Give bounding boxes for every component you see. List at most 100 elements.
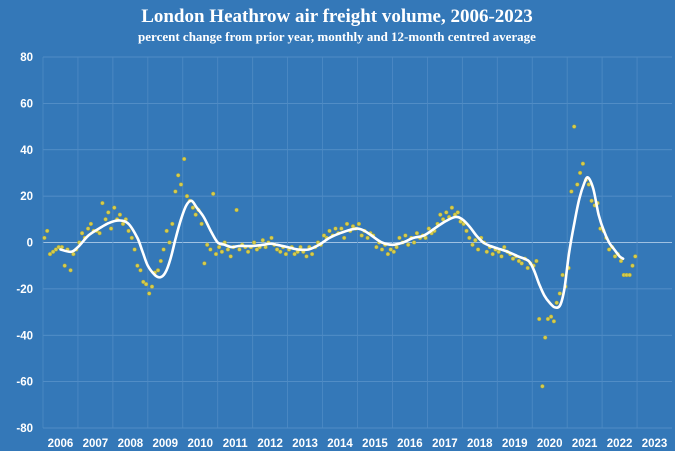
data-point xyxy=(88,221,93,226)
data-point xyxy=(534,258,539,264)
data-point xyxy=(149,284,155,289)
data-point xyxy=(205,242,210,247)
data-point xyxy=(560,272,565,278)
y-tick-label: -80 xyxy=(16,423,33,435)
data-point xyxy=(627,272,632,278)
data-point xyxy=(577,170,583,175)
data-point xyxy=(365,235,370,240)
data-point xyxy=(138,268,143,273)
data-point xyxy=(414,231,419,236)
data-point xyxy=(108,226,114,231)
data-point xyxy=(548,314,554,319)
x-axis-tick-labels: 2006 2007 2008 2009 2010 2011 2012 2013 2014 2015… xyxy=(48,438,668,450)
data-point xyxy=(516,258,521,264)
data-point xyxy=(388,247,393,252)
y-axis-tick-labels: 80 60 40 20 0 -20 -40 -60 -80 xyxy=(16,52,33,435)
x-tick-label: 2017 xyxy=(432,438,458,450)
y-tick-label: 20 xyxy=(20,191,33,203)
y-tick-label: -40 xyxy=(16,330,33,342)
data-point xyxy=(158,258,163,264)
centred-average-line xyxy=(59,176,625,309)
data-point xyxy=(100,201,105,206)
data-point xyxy=(260,238,265,243)
data-point xyxy=(374,245,379,250)
y-tick-label: 0 xyxy=(27,238,33,250)
data-point xyxy=(85,226,91,231)
x-tick-label: 2019 xyxy=(502,438,528,450)
data-point xyxy=(391,249,396,254)
data-point xyxy=(449,205,454,210)
data-point xyxy=(283,252,288,257)
data-point xyxy=(557,291,562,296)
data-point xyxy=(190,205,195,210)
data-point xyxy=(554,300,559,305)
data-point xyxy=(53,247,58,252)
data-point xyxy=(199,221,204,226)
x-tick-label: 2009 xyxy=(153,438,179,450)
x-tick-label: 2022 xyxy=(607,438,633,450)
data-point xyxy=(50,249,56,254)
y-tick-label: -20 xyxy=(16,284,33,296)
x-tick-label: 2016 xyxy=(397,438,423,450)
data-point xyxy=(176,173,181,178)
data-point xyxy=(342,235,347,240)
x-tick-label: 2020 xyxy=(537,438,563,450)
data-point xyxy=(141,279,146,284)
data-point xyxy=(575,182,580,187)
data-point xyxy=(103,217,108,222)
data-point xyxy=(147,291,152,296)
data-point xyxy=(193,212,198,217)
y-tick-label: 40 xyxy=(20,145,33,157)
data-point xyxy=(490,252,495,257)
data-point xyxy=(438,212,443,217)
x-tick-label: 2018 xyxy=(467,438,493,450)
chart-subtitle: percent change from prior year, monthly … xyxy=(138,29,536,44)
y-tick-label: 80 xyxy=(20,52,33,64)
x-tick-label: 2008 xyxy=(118,438,144,450)
data-point xyxy=(484,249,489,254)
data-point xyxy=(310,252,315,257)
data-point xyxy=(155,268,161,273)
data-point xyxy=(606,247,612,252)
data-point xyxy=(237,247,242,252)
y-tick-label: -60 xyxy=(16,377,33,389)
data-point xyxy=(379,247,385,252)
data-point xyxy=(426,226,431,231)
data-point xyxy=(79,231,85,236)
x-tick-label: 2014 xyxy=(327,438,353,450)
data-point xyxy=(97,231,102,236)
x-tick-label: 2006 xyxy=(48,438,74,450)
chart-title: London Heathrow air freight volume, 2006… xyxy=(141,6,533,27)
monthly-points xyxy=(42,124,638,389)
data-point xyxy=(406,242,411,247)
data-point xyxy=(182,156,187,162)
data-point xyxy=(47,252,53,257)
data-point xyxy=(321,233,327,238)
data-point xyxy=(45,228,50,233)
data-point xyxy=(184,194,190,199)
data-point xyxy=(208,247,213,252)
data-point xyxy=(202,261,207,266)
data-point xyxy=(117,212,122,217)
data-point xyxy=(333,226,338,231)
data-point xyxy=(444,210,449,215)
y-tick-label: 60 xyxy=(20,98,33,110)
data-point xyxy=(589,198,594,203)
data-point xyxy=(344,221,350,226)
data-point xyxy=(359,233,364,238)
data-point xyxy=(304,254,309,259)
data-point xyxy=(403,233,408,238)
data-point xyxy=(467,235,472,240)
data-point xyxy=(234,207,239,213)
data-point xyxy=(225,247,230,252)
data-point xyxy=(144,282,149,287)
data-point xyxy=(211,191,216,196)
data-point xyxy=(525,265,530,271)
data-point xyxy=(551,319,556,324)
data-point xyxy=(633,254,638,259)
data-point xyxy=(161,247,166,252)
data-point xyxy=(252,240,257,245)
data-point xyxy=(213,252,219,257)
data-point xyxy=(540,384,545,389)
data-point xyxy=(569,189,574,194)
